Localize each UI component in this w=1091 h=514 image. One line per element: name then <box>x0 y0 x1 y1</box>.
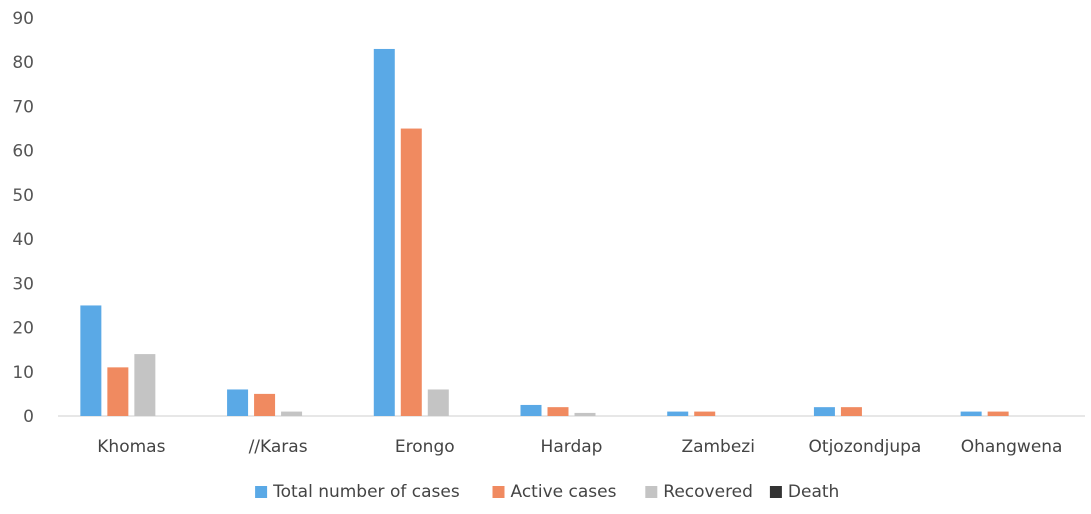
x-tick-label: Ohangwena <box>961 437 1063 457</box>
bar-active-cases-ohangwena <box>987 411 1009 416</box>
legend-swatch <box>255 486 268 498</box>
bar-recovered-hardap <box>574 412 596 416</box>
bar-recovered-khomas <box>134 354 156 416</box>
legend: Total number of cases Active cases Recover… <box>255 482 839 502</box>
x-tick-label: Khomas <box>97 437 165 457</box>
x-tick-label: //Karas <box>249 437 308 457</box>
y-tick-label: 90 <box>12 9 34 29</box>
bar-total-number-of-cases-erongo <box>373 48 395 416</box>
y-tick-label: 0 <box>23 407 34 427</box>
bar-total-number-of-cases-ohangwena <box>960 411 982 416</box>
legend-swatch <box>492 486 505 498</box>
legend-label: Active cases <box>511 482 617 502</box>
bar-active-cases-hardap <box>547 407 569 416</box>
y-tick-label: 40 <box>12 230 34 250</box>
x-tick-label: Erongo <box>395 437 455 457</box>
bar-active-cases-erongo <box>400 128 422 417</box>
bar-recovered-karas <box>281 411 303 416</box>
x-axis: Khomas //Karas Erongo Hardap Zambezi Otjozond… <box>97 437 1062 457</box>
legend-swatch <box>645 486 658 498</box>
x-tick-label: Otjozondjupa <box>809 437 922 457</box>
bar-active-cases-zambezi <box>694 411 716 416</box>
legend-label: Recovered <box>663 482 753 502</box>
y-axis: 0 10 20 30 40 50 60 70 80 90 <box>12 9 34 427</box>
x-tick-label: Hardap <box>541 437 603 457</box>
bar-total-number-of-cases-khomas <box>80 305 102 416</box>
y-tick-label: 70 <box>12 97 34 117</box>
y-tick-label: 20 <box>12 319 34 339</box>
bar-recovered-erongo <box>427 389 449 416</box>
bar-active-cases-otjozondjupa <box>840 407 862 416</box>
y-tick-label: 10 <box>12 363 34 383</box>
bar-active-cases-karas <box>254 393 276 416</box>
y-tick-label: 30 <box>12 274 34 294</box>
y-tick-label: 80 <box>12 53 34 73</box>
legend-label: Total number of cases <box>272 482 460 502</box>
x-tick-label: Zambezi <box>681 437 755 457</box>
legend-label: Death <box>788 482 839 502</box>
legend-swatch <box>769 486 782 498</box>
bar-total-number-of-cases-zambezi <box>667 411 689 416</box>
bar-total-number-of-cases-hardap <box>520 404 542 416</box>
bar-total-number-of-cases-otjozondjupa <box>813 407 835 416</box>
bar-active-cases-khomas <box>107 367 129 416</box>
bars-group <box>80 48 1009 417</box>
bar-total-number-of-cases-karas <box>227 389 249 416</box>
y-tick-label: 50 <box>12 186 34 206</box>
y-tick-label: 60 <box>12 142 34 162</box>
